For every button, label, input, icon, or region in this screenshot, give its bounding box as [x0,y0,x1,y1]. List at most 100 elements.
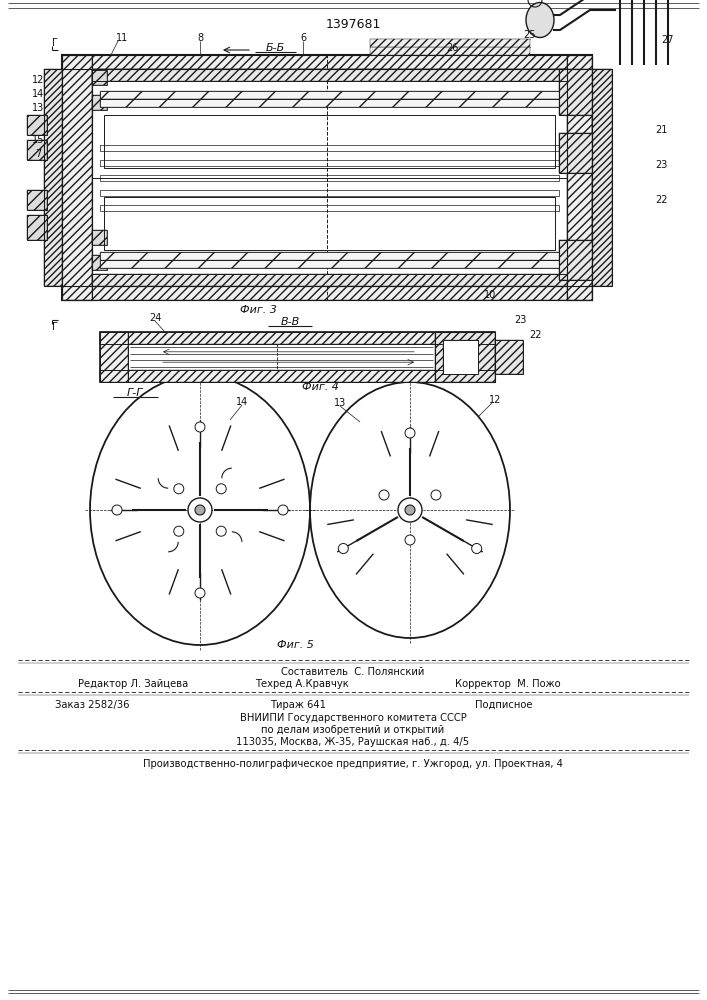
Bar [62,286,592,300]
Bar [370,39,530,47]
Bar [92,255,107,270]
Text: 15: 15 [32,135,44,145]
Bar [100,332,128,382]
Bar [62,286,592,300]
Circle shape [379,490,389,500]
Text: 26: 26 [446,43,458,53]
Bar [100,370,495,382]
Bar [62,55,92,300]
Bar [92,69,567,286]
Text: 11: 11 [116,33,128,43]
Text: 10: 10 [484,290,496,300]
Bar [92,95,107,110]
Text: Производственно-полиграфическое предприятие, г. Ужгород, ул. Проектная, 4: Производственно-полиграфическое предприя… [143,759,563,769]
Bar [92,95,107,110]
Bar [100,190,559,196]
Circle shape [188,498,212,522]
Circle shape [431,490,441,500]
Circle shape [339,544,349,554]
Text: 23: 23 [655,160,667,170]
Circle shape [278,505,288,515]
Circle shape [195,422,205,432]
Circle shape [174,484,184,494]
Bar [92,255,107,270]
Text: по делам изобретений и открытий: по делам изобретений и открытий [262,725,445,735]
Bar [62,55,92,300]
Bar [92,274,567,286]
Text: 27: 27 [662,35,674,45]
Bar [370,47,530,55]
Text: В-В: В-В [281,317,300,327]
Text: 8: 8 [197,33,203,43]
Text: 14: 14 [236,397,248,407]
Text: 21: 21 [655,125,667,135]
Text: 7: 7 [35,149,41,159]
Text: Фиг. 3: Фиг. 3 [240,305,276,315]
Text: Г: Г [52,38,58,48]
Bar [443,340,478,374]
Circle shape [472,544,481,554]
Text: 6: 6 [300,33,306,43]
Bar [100,260,559,268]
Text: Редактор Л. Зайцева: Редактор Л. Зайцева [78,679,188,689]
Bar [592,69,612,286]
Bar [27,190,47,210]
Text: 14: 14 [32,89,44,99]
Bar [104,197,555,250]
Text: Подписное: Подписное [475,700,532,710]
Text: Техред А.Кравчук: Техред А.Кравчук [255,679,349,689]
Bar [92,70,107,85]
Text: Составитель  С. Полянский: Составитель С. Полянский [281,667,425,677]
Circle shape [112,505,122,515]
Bar [92,230,107,245]
Text: 22: 22 [655,195,667,205]
Bar [443,340,478,374]
Bar [104,115,555,168]
Bar [567,55,592,300]
Circle shape [398,498,422,522]
Bar [559,69,592,115]
Text: Фиг. 5: Фиг. 5 [276,640,313,650]
Text: 25: 25 [522,30,535,40]
Text: Г-Г: Г-Г [127,388,144,398]
Text: ВНИИПИ Государственного комитета СССР: ВНИИПИ Государственного комитета СССР [240,713,467,723]
Bar [27,115,47,135]
Bar [27,115,47,135]
Circle shape [216,526,226,536]
Bar [100,99,559,107]
Bar [100,332,495,344]
Bar [559,133,592,173]
Text: Корректор  М. Пожо: Корректор М. Пожо [455,679,561,689]
Bar [44,69,62,286]
Bar [100,252,559,260]
Bar [27,190,47,210]
Ellipse shape [526,2,554,37]
Bar [100,332,495,382]
Circle shape [405,535,415,545]
Bar [27,215,47,240]
Bar [100,252,559,260]
Bar [62,55,592,300]
Bar [100,332,495,344]
Text: 12: 12 [32,75,44,85]
Bar [435,332,495,382]
Bar [27,215,47,240]
Text: 22: 22 [529,330,542,340]
Bar [92,70,107,85]
Text: 13: 13 [334,398,346,408]
Bar [92,69,567,81]
Bar [592,69,612,286]
Text: 12: 12 [489,395,501,405]
Circle shape [195,588,205,598]
Bar [495,340,523,374]
Bar [100,205,559,211]
Bar [559,240,592,280]
Bar [100,175,559,181]
Circle shape [405,428,415,438]
Text: 113035, Москва, Ж-35, Раушская наб., д. 4/5: 113035, Москва, Ж-35, Раушская наб., д. … [236,737,469,747]
Bar [44,69,62,286]
Bar [100,160,559,166]
Text: Г: Г [52,322,58,332]
Text: 1397681: 1397681 [325,18,380,31]
Circle shape [195,505,205,515]
